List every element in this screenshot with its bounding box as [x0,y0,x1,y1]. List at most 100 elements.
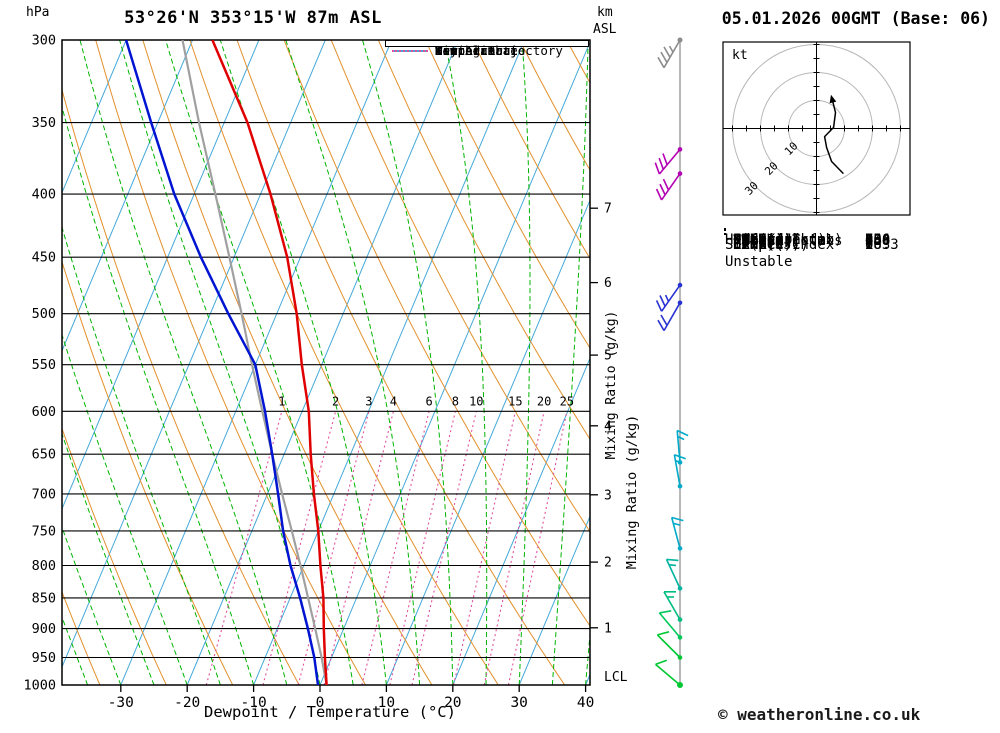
copyright: © weatheronline.co.uk [718,705,921,724]
isotherm-lines [62,40,590,685]
table-row: EH 83 [725,229,882,251]
table-row-label: StmDir [733,232,784,248]
svg-text:20: 20 [444,695,461,711]
table-row: Dewp (°C) -0.3 [725,234,899,256]
legend-item-label: Parcel Trajectory [435,43,563,58]
table-row: Pressure (mb) 750 [725,229,890,251]
table-row: θₑ(K) 283 [725,234,890,256]
mixing-ratio-value-label: 2 [332,394,339,408]
mixing-ratio-value-label: 6 [425,394,432,408]
table-row-label: CIN (J) [733,232,793,248]
svg-text:550: 550 [32,357,56,373]
svg-text:-20: -20 [174,695,200,711]
wind-barb [654,147,683,175]
svg-text:350: 350 [32,115,56,131]
legend-line-sample [392,49,428,52]
table-row: PW (cm) 0.8 [725,230,890,252]
table-title: Hodograph [725,232,801,248]
wind-barb [676,429,689,465]
table-row-label: Temp (°C) [733,237,809,253]
hodograph-trace [823,100,844,175]
svg-text:7: 7 [604,202,612,217]
legend-item: Mixing Ratio [386,43,525,58]
svg-text:950: 950 [32,650,56,666]
svg-text:400: 400 [32,187,56,203]
wind-barb [654,659,683,688]
mixing-ratio-value-label: 8 [452,394,459,408]
stats-table: Most Unstable Pressure (mb) 750 θₑ (K) 284 Li… [724,228,890,270]
table-row-label: Lifted Index [733,237,835,253]
svg-text:40: 40 [577,695,594,711]
svg-text:650: 650 [32,447,56,463]
mixing-ratio-value-label: 3 [365,394,372,408]
mixing-ratio-lines: 1 2 3 4 6 8 10 15 20 25 [205,394,574,685]
table-row-value: 750 [865,232,891,248]
stats-table: Hodograph EH 83 SREH 45 StmDir 16° StmSpd (kt) 2… [724,228,890,248]
table-row-value: 16° [865,232,891,248]
wind-barb [670,516,684,551]
km-axis-labels: 1 2 3 4 5 6 7 [590,202,612,636]
table-row-label: θₑ(K) [733,237,776,253]
table-row: Lifted Index 7 [725,234,873,256]
table-row: StmDir 16° [725,229,890,251]
mixing-ratio-value-label: 1 [278,394,285,408]
table-row: Temp (°C) 1 [725,234,873,256]
svg-text:700: 700 [32,486,56,502]
wind-barb-column [654,37,689,688]
mixing-ratio-value-label: 20 [537,394,551,408]
svg-text:0: 0 [316,695,325,711]
legend: Temperature Dewpoint Parcel Trajectory Dry … [385,40,589,58]
legend-item-label: Wet Adiabat [435,43,518,58]
table-row: StmSpd (kt) 20 [725,229,882,251]
wind-barb [663,590,683,622]
mixing-ratio-value-label: 25 [560,394,574,408]
mixing-ratio-value-label: 15 [508,394,522,408]
legend-item-label: Isotherm [435,43,496,58]
lcl-label: LCL [604,670,628,685]
svg-text:850: 850 [32,590,56,606]
table-row: Lifted Index 5 [725,229,873,251]
table-row-label: CAPE (J) [733,237,801,253]
wind-barb [655,171,683,201]
table-row-value: -0.3 [865,237,899,253]
stats-table: Surface Temp (°C) 1 Dewp (°C) -0.3 θₑ(K) 283 Li… [724,233,899,253]
pressure-gridlines [62,39,590,686]
table-row-label: Pressure (mb) [733,232,843,248]
table-row-value: 0 [865,237,874,253]
svg-text:900: 900 [32,621,56,637]
table-row-value: 0.8 [865,233,891,249]
table-row: CAPE (J) 0 [725,234,873,256]
legend-item-label: Dry Adiabat [435,43,518,58]
wind-barb [657,37,683,69]
table-row: θₑ (K) 284 [725,229,890,251]
table-row: SREH 45 [725,229,882,251]
table-row-value: 7 [865,237,874,253]
table-row-label: EH [733,232,750,248]
svg-text:450: 450 [32,250,56,266]
table-row: CAPE (J) 0 [725,229,873,251]
table-row-value: 5 [865,232,874,248]
table-row-label: Totals Totals [733,233,843,249]
wind-barb [655,282,683,312]
table-row: Totals Totals 53 [725,230,882,252]
table-row-value: 283 [865,237,891,253]
pressure-unit-label: hPa [26,5,50,20]
table-row-value: 53 [865,233,882,249]
svg-text:4: 4 [604,419,612,434]
wind-barb [657,300,683,331]
temperature-curve [211,40,328,685]
table-row-label: CIN (J) [733,237,793,253]
table-row-value: 20 [865,232,882,248]
x-axis-title: Dewpoint / Temperature (°C) [204,703,456,721]
table-row-label: StmSpd (kt) [733,232,826,248]
table-row-label: SREH [733,232,767,248]
svg-text:300: 300 [32,33,56,49]
km-axis-unit-label: km [597,5,613,20]
table-row-value: 0 [865,237,874,253]
run-datetime-label: 05.01.2026 00GMT (Base: 06) [721,9,990,28]
stats-table: K 14 Totals Totals 53 PW (cm) 0.8 [724,229,890,249]
mixing-ratio-value-label: 10 [469,394,483,408]
table-row-value: 83 [865,232,882,248]
